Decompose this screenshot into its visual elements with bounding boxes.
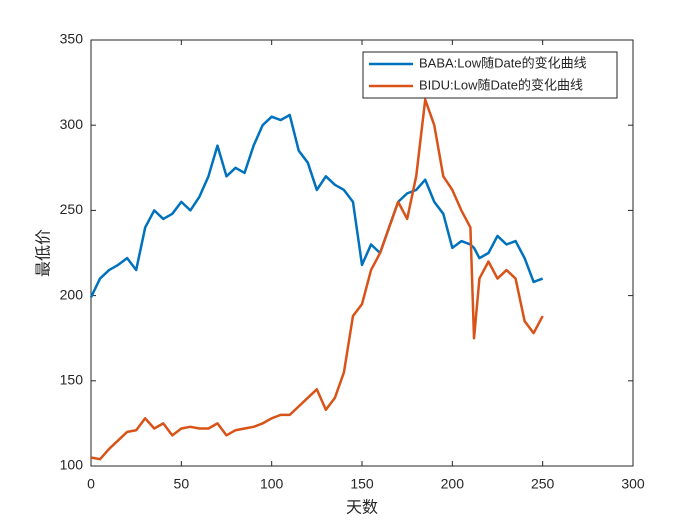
y-axis-label: 最低价	[34, 229, 53, 277]
legend-label: BABA:Low随Date的变化曲线	[419, 55, 587, 70]
x-tick-label: 250	[531, 476, 555, 492]
y-tick-label: 100	[60, 457, 84, 473]
y-tick-label: 250	[60, 201, 84, 217]
x-tick-label: 100	[260, 476, 284, 492]
plot-area	[90, 39, 634, 467]
x-tick-label: 0	[87, 476, 95, 492]
x-tick-label: 200	[441, 476, 465, 492]
y-tick-label: 150	[60, 372, 84, 388]
legend-label: BIDU:Low随Date的变化曲线	[419, 77, 583, 92]
x-tick-label: 150	[350, 476, 374, 492]
data-line	[90, 98, 544, 461]
y-tick-label: 200	[60, 286, 84, 302]
x-axis-label: 天数	[346, 498, 378, 517]
x-tick-label: 300	[621, 476, 645, 492]
y-tick-label: 350	[60, 31, 84, 47]
y-tick-label: 300	[60, 116, 84, 132]
x-tick-label: 50	[174, 476, 190, 492]
legend-box	[362, 51, 618, 99]
